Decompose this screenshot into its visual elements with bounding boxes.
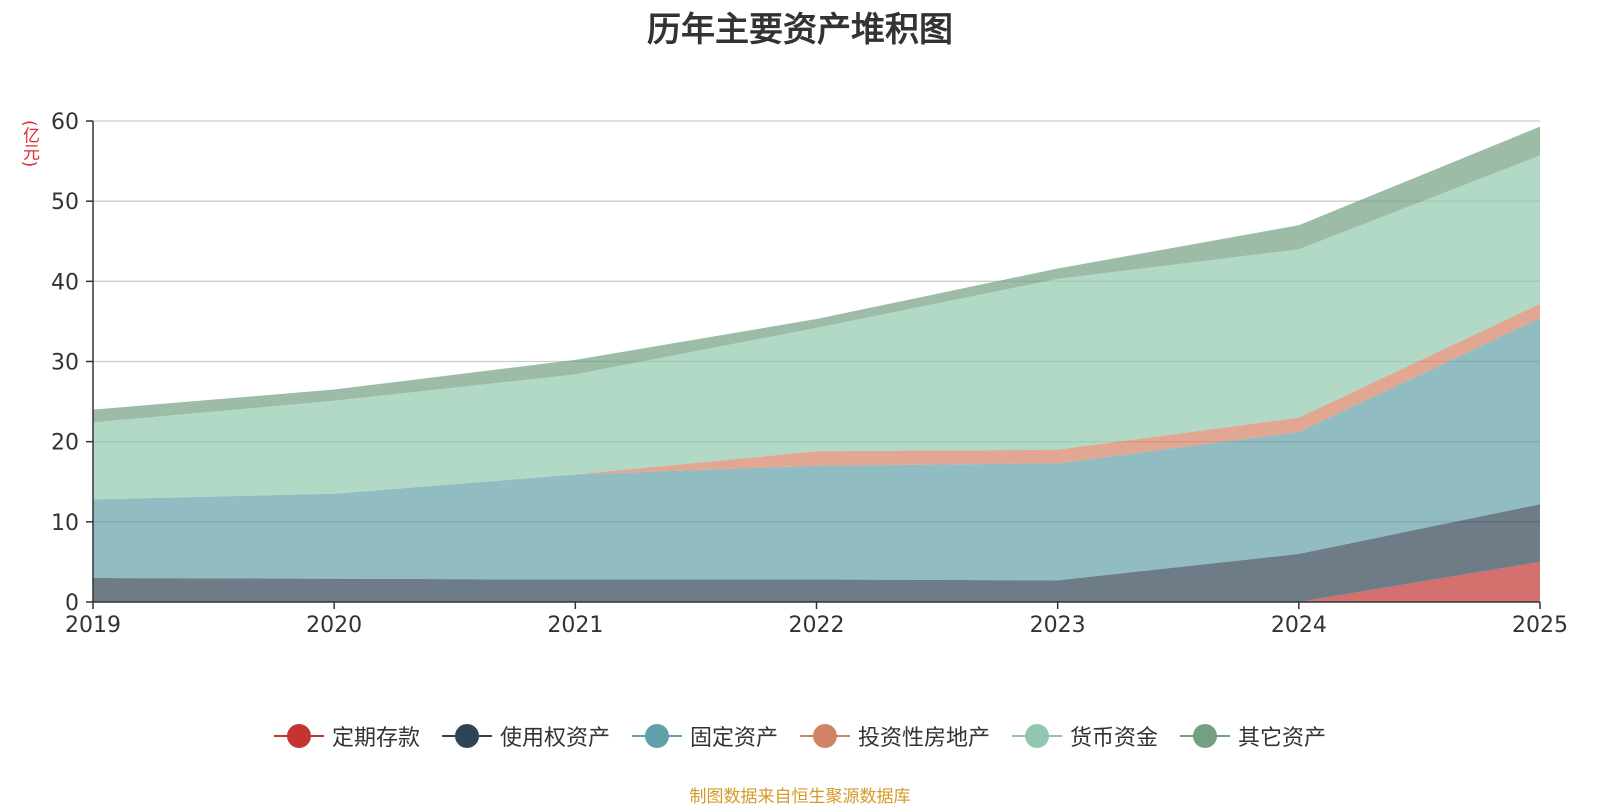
legend-label: 固定资产 (689, 726, 778, 751)
axes: 0 10 20 30 40 50 60 2019 2020 2021 2022 2023 2024 202… (51, 110, 1568, 638)
legend-item[interactable]: 使用权资产 (441, 720, 610, 752)
y-tick-label: 60 (51, 110, 79, 135)
legend-label: 货币资金 (1070, 726, 1159, 751)
data-source-note: 制图数据来自恒生聚源数据库 (689, 787, 911, 807)
x-tick-label: 2020 (306, 613, 362, 638)
legend-item[interactable]: 固定资产 (631, 720, 778, 752)
area-0 (93, 561, 1540, 602)
area-3 (93, 303, 1540, 500)
legend-marker (800, 724, 850, 748)
y-tick-label: 50 (51, 190, 79, 215)
legend-item[interactable]: 其它资产 (1180, 720, 1326, 752)
x-tick-label: 2021 (547, 613, 603, 638)
x-tick-label: 2019 (65, 613, 121, 638)
legend-marker (1180, 724, 1231, 748)
y-tick-label: 0 (65, 591, 79, 616)
x-tick-label: 2022 (789, 613, 845, 638)
y-tick-label: 10 (51, 511, 79, 536)
x-tick-label: 2023 (1030, 613, 1086, 638)
area-2 (93, 318, 1540, 581)
legend-label: 其它资产 (1238, 726, 1327, 751)
legend-label: 投资性房地产 (858, 726, 991, 751)
y-tick-label: 20 (51, 431, 79, 456)
chart-legend: 定期存款 使用权资产 固定资产 投资性房地产 货币资金 其它资产 (0, 720, 1600, 752)
legend-item[interactable]: 投资性房地产 (800, 720, 990, 752)
x-tick-label: 2025 (1512, 613, 1568, 638)
y-axis-unit-label: (亿元) (19, 120, 39, 168)
legend-marker (273, 724, 324, 748)
y-tick-label: 40 (51, 270, 79, 295)
chart-title: 历年主要资产堆积图 (647, 10, 953, 50)
legend-marker (441, 724, 492, 748)
legend-item[interactable]: 货币资金 (1012, 720, 1158, 752)
legend-marker (1012, 724, 1063, 748)
x-tick-label: 2024 (1271, 613, 1327, 638)
legend-label: 使用权资产 (499, 726, 610, 751)
area-series (93, 126, 1540, 602)
legend-label: 定期存款 (331, 726, 420, 751)
y-tick-label: 30 (51, 351, 79, 376)
legend-item[interactable]: 定期存款 (273, 720, 420, 752)
area-4 (93, 155, 1540, 500)
legend-marker (631, 724, 682, 748)
area-1 (93, 504, 1540, 602)
